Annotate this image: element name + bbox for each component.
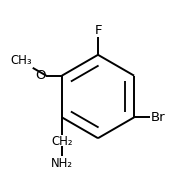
Text: NH₂: NH₂: [51, 157, 73, 170]
Text: F: F: [94, 24, 102, 37]
Text: Br: Br: [151, 111, 165, 124]
Text: O: O: [35, 69, 45, 82]
Text: CH₃: CH₃: [10, 54, 32, 67]
Text: CH₂: CH₂: [51, 135, 73, 148]
